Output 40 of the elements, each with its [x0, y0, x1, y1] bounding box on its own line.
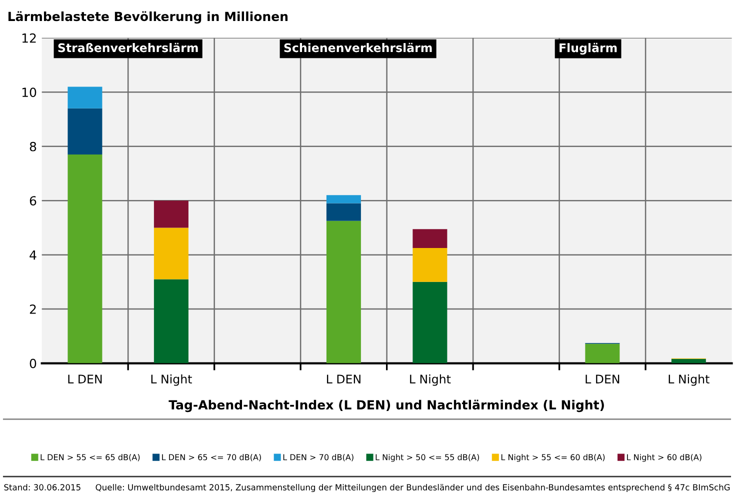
y-tick-label: 0 [30, 358, 36, 368]
annotation: Fluglärm [560, 42, 617, 55]
x-tick-label: L DEN [327, 374, 360, 384]
bar [412, 229, 448, 248]
legend-label: L Night > 55 <= 60 dB(A) [501, 454, 605, 462]
annotation: Schienenverkehrslärm [284, 42, 432, 52]
bar [154, 279, 188, 364]
x-tick-label: L Night [668, 374, 710, 386]
bar [326, 195, 361, 204]
x-tick-label: L DEN [68, 374, 102, 384]
chart-title: Lärmbelastete Bevölkerung in Millionen [8, 11, 288, 24]
y-tick-label: 12 [22, 33, 36, 43]
bar [154, 228, 188, 280]
legend-label: L Night > 50 <= 55 dB(A) [376, 454, 480, 462]
bar [154, 200, 188, 228]
source-note: Quelle: Umweltbundesamt 2015, Zusammenstellung der Mitteilungen der Bundesländer und des Eisenbahn-Bundesamtes entsprechend § 47c BImSchG [96, 484, 730, 492]
y-tick-label: 6 [30, 196, 36, 206]
x-axis-title: Tag-Abend-Nacht-Index (L DEN) und Nachtlärmindex (L Night) [168, 400, 604, 412]
x-tick-label: L DEN [586, 374, 620, 384]
text: Stand: 30.06.2015 [4, 484, 80, 490]
y-tick-label: 2 [30, 304, 36, 314]
bar [326, 203, 361, 221]
y-tick-label: 4 [30, 250, 36, 260]
bar [671, 358, 706, 364]
y-tick-label: 8 [30, 142, 36, 152]
annotation: Straßenverkehrslärm [58, 42, 198, 52]
y-tick-label: 10 [22, 88, 36, 98]
bar [585, 344, 620, 364]
legend-label: L DEN > 65 <= 70 dB(A) [162, 454, 261, 462]
legend-label: L DEN > 70 dB(A) [283, 454, 354, 462]
bar [68, 108, 102, 155]
bar [68, 154, 102, 364]
legend-label: L Night > 60 dB(A) [627, 454, 702, 462]
bar [412, 282, 448, 364]
bar [412, 248, 448, 282]
bar [326, 220, 361, 364]
x-tick-label: L Night [151, 374, 192, 386]
bar [68, 86, 102, 108]
legend-label: L DEN > 55 <= 65 dB(A) [40, 454, 140, 462]
x-tick-label: L Night [410, 374, 451, 386]
